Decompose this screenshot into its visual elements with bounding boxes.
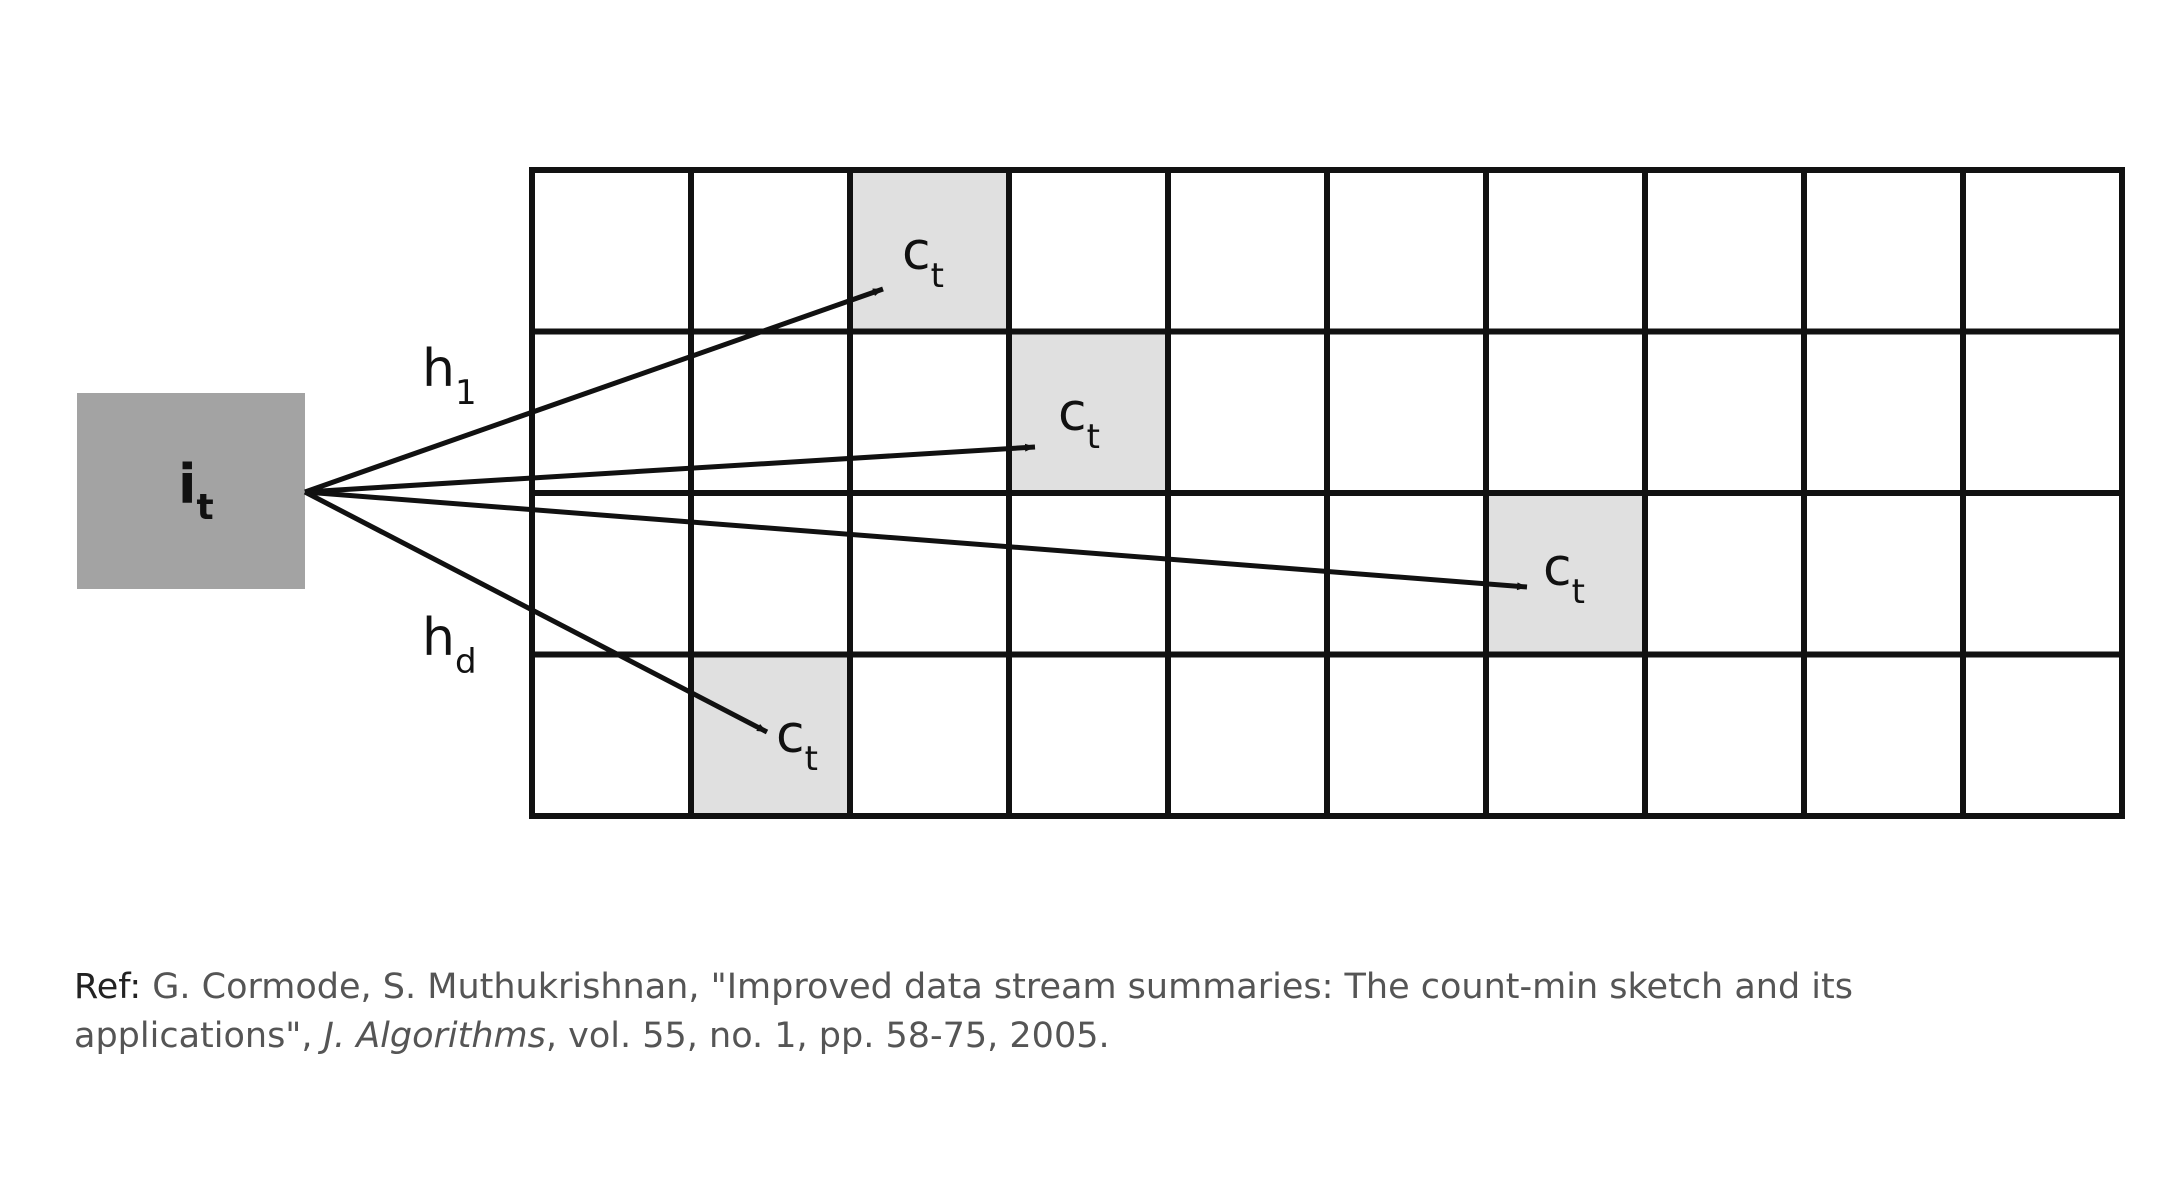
reference-text-after: , vol. 55, no. 1, pp. 58-75, 2005. [545,1016,1110,1056]
hash-arrows [303,286,1528,735]
hash-label-last: hd [422,608,477,682]
reference-citation: Ref: G. Cormode, S. Muthukrishnan, "Impr… [74,963,1974,1061]
hash-arrow-row-2 [304,443,1036,495]
sketch-grid [529,167,2125,819]
highlighted-cell [850,170,1009,332]
input-item-label: it [178,453,214,528]
highlighted-cell [691,654,850,816]
hash-arrow-row-4 [303,489,769,735]
highlighted-cells [691,170,1645,816]
reference-text-before: G. Cormode, S. Muthukrishnan, "Improved … [74,967,1853,1056]
hash-arrow-row-1 [304,286,884,495]
counter-label: ct [1058,383,1100,457]
counter-label: ct [776,705,818,779]
counter-label: ct [902,222,944,296]
hash-label-first: h1 [422,339,477,413]
reference-journal: J. Algorithms [323,1016,546,1056]
counter-label: ct [1543,538,1585,612]
highlighted-cell [1009,331,1168,493]
reference-label: Ref: [74,967,142,1007]
highlighted-cell [1486,493,1645,655]
input-item-box [77,393,305,589]
hash-arrow-row-3 [304,489,1528,591]
